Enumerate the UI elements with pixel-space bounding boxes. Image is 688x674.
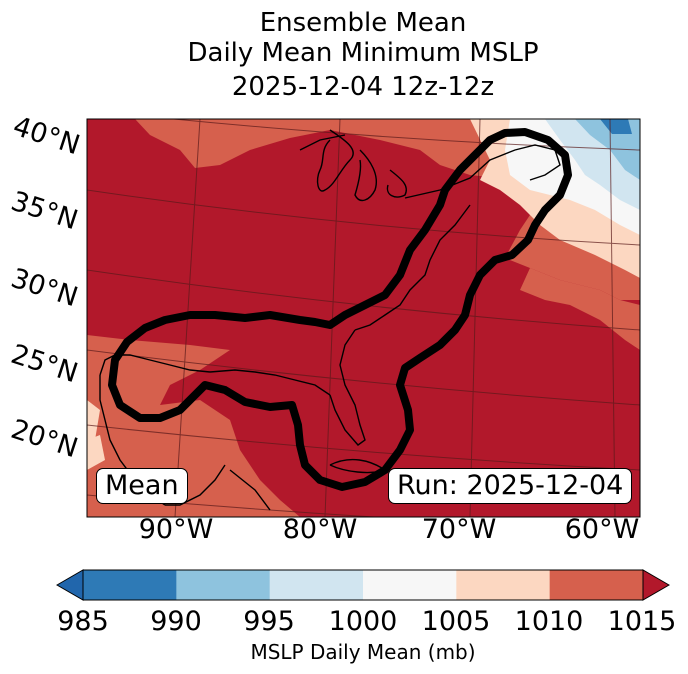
- contour-outline: [108, 128, 572, 491]
- colorbar-tick-995: 995: [243, 606, 295, 637]
- colorbar-segment: [549, 570, 644, 600]
- colorbar-segment: [83, 570, 177, 600]
- colorbar: [55, 569, 671, 601]
- colorbar-segment: [456, 570, 551, 600]
- colorbar-tick-1005: 1005: [421, 606, 491, 637]
- lon-label-60w: 60°W: [564, 514, 640, 545]
- colorbar-segment: [269, 570, 364, 600]
- title-line-3: 2025-12-04 12z-12z: [231, 72, 495, 102]
- colorbar-tick-1015: 1015: [607, 606, 677, 637]
- colorbar-tick-1000: 1000: [328, 606, 398, 637]
- field-1010-southeast: [520, 268, 640, 350]
- mean-label-box: Mean: [96, 468, 188, 504]
- lon-label-90w: 90°W: [138, 514, 214, 545]
- field-1005-southwest: [87, 400, 100, 450]
- colorbar-tick-985: 985: [57, 606, 109, 637]
- colorbar-under-arrow: [55, 569, 84, 601]
- title-line-1: Ensemble Mean: [259, 8, 467, 38]
- lon-label-70w: 70°W: [421, 514, 497, 545]
- colorbar-tick-990: 990: [150, 606, 202, 637]
- run-label-box: Run: 2025-12-04: [388, 468, 633, 504]
- title-line-2: Daily Mean Minimum MSLP: [187, 38, 539, 68]
- map-border: [86, 118, 641, 518]
- lon-label-80w: 80°W: [282, 514, 358, 545]
- field-985: [600, 119, 632, 134]
- colorbar-over-arrow: [642, 569, 671, 601]
- colorbar-label: MSLP Daily Mean (mb): [250, 640, 476, 664]
- colorbar-frame: [82, 569, 644, 601]
- colorbar-segment: [176, 570, 271, 600]
- colorbar-tick-1010: 1010: [514, 606, 584, 637]
- field-990: [575, 119, 640, 180]
- colorbar-segment: [363, 570, 457, 600]
- field-1005-southwest-2: [87, 435, 105, 470]
